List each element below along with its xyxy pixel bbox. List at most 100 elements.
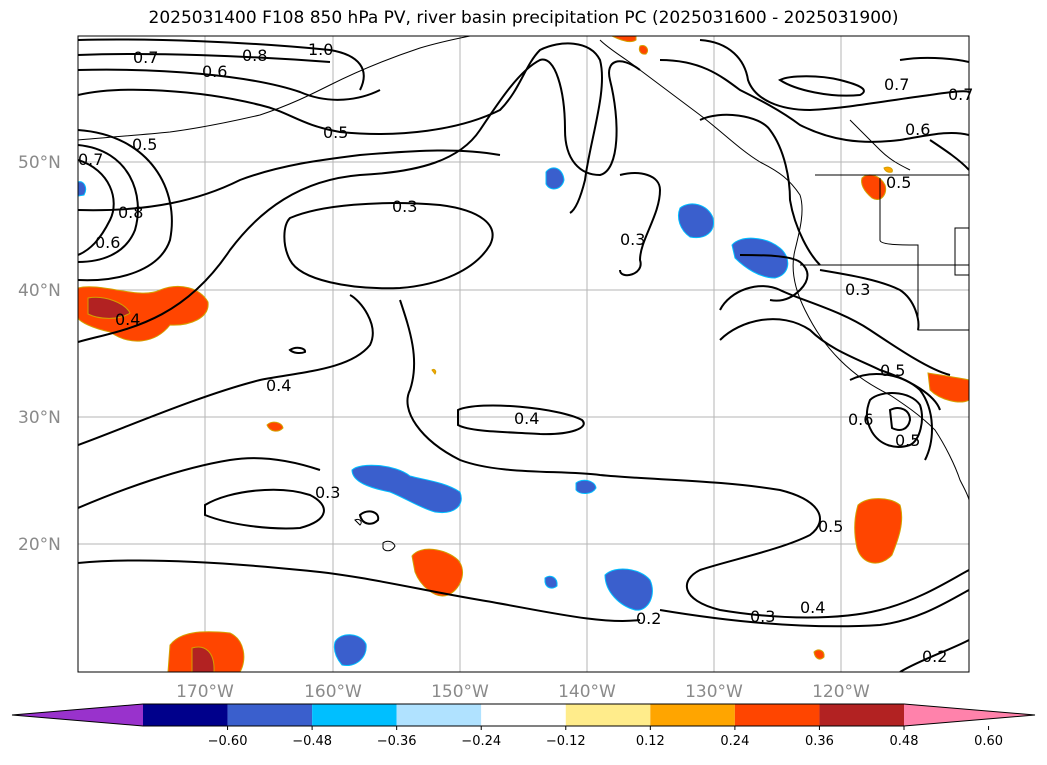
precip-patch <box>854 498 903 564</box>
colorbar-tick-label: 0.60 <box>974 734 1003 749</box>
contour-label: 0.5 <box>886 173 911 192</box>
contour-label: 0.6 <box>95 233 120 252</box>
contour-label: 0.3 <box>315 483 340 502</box>
precip-patch <box>333 634 367 667</box>
colorbar-bin <box>312 704 397 726</box>
pv-contour-line <box>699 39 969 112</box>
precip-patch <box>87 296 131 319</box>
contour-label: 0.2 <box>922 647 947 666</box>
contour-label: 0.3 <box>845 280 870 299</box>
contour-label: 0.7 <box>884 75 909 94</box>
pv-contour-line <box>78 129 173 282</box>
pv-contour-line <box>865 392 923 448</box>
pv-contour-line <box>778 75 865 97</box>
colorbar-bin <box>481 704 566 726</box>
contour-label: 0.4 <box>266 376 291 395</box>
contour-label: 0.6 <box>202 62 227 81</box>
coastline <box>354 519 362 526</box>
colorbar-tick-label: −0.12 <box>546 734 586 749</box>
pv-contour-line <box>78 42 604 214</box>
precip-patch <box>191 646 215 672</box>
map-title: 2025031400 F108 850 hPa PV, river basin … <box>148 8 899 28</box>
colorbar-tick-label: 0.36 <box>805 734 834 749</box>
pv-contour-line <box>849 373 933 461</box>
contour-label: 1.0 <box>308 40 333 59</box>
pv-contour-line <box>283 202 494 290</box>
colorbar-tick-label: −0.48 <box>292 734 332 749</box>
contour-label: 0.4 <box>115 310 140 329</box>
contour-label: 0.7 <box>133 48 158 67</box>
pv-contour-line <box>78 68 381 101</box>
pv-contour-line <box>78 38 365 91</box>
pv-contour-line <box>78 58 641 343</box>
pv-contour-line <box>819 269 920 331</box>
coastline <box>879 178 969 331</box>
precip-patch <box>604 568 653 611</box>
contour-label: 0.8 <box>242 46 267 65</box>
precip-patch <box>431 368 437 375</box>
pv-contour-line <box>659 589 969 628</box>
contour-label: 0.5 <box>880 361 905 380</box>
pv-contour-line <box>78 159 115 256</box>
pv-contour-line <box>899 56 969 63</box>
colorbar-bin <box>734 704 820 726</box>
contour-label: 0.5 <box>132 135 157 154</box>
lon-label: 130°W <box>685 682 743 702</box>
colorbar-extend-high <box>904 704 1035 726</box>
pv-contour-line <box>888 407 912 431</box>
precip-patch <box>78 181 87 197</box>
lat-label: 20°N <box>18 535 61 555</box>
contour-label: 0.5 <box>323 123 348 142</box>
contour-label: 0.5 <box>895 431 920 450</box>
contour-label: 0.5 <box>818 517 843 536</box>
precip-patch <box>575 479 597 494</box>
lat-label: 30°N <box>18 408 61 428</box>
contour-label: 0.8 <box>118 203 143 222</box>
contour-label: 0.6 <box>905 120 930 139</box>
lon-label: 140°W <box>558 682 616 702</box>
colorbar-tick-label: 0.48 <box>890 734 919 749</box>
lat-label: 40°N <box>18 281 61 301</box>
contour-label: 0.4 <box>800 598 825 617</box>
colorbar-bin <box>227 704 313 726</box>
contour-label: 0.3 <box>750 607 775 626</box>
colorbar-tick-label: −0.24 <box>461 734 501 749</box>
coastlines <box>78 36 969 552</box>
precip-patch <box>411 548 463 597</box>
precip-patch <box>813 649 825 660</box>
longitude-labels: 170°W 160°W 150°W 140°W 130°W 120°W <box>176 682 870 702</box>
pv-contours <box>78 38 969 672</box>
precip-patch <box>677 203 714 239</box>
colorbar-tick-label: 0.12 <box>636 734 665 749</box>
colorbar-bin <box>819 704 904 726</box>
lon-label: 150°W <box>431 682 489 702</box>
pv-contour-line <box>899 639 969 672</box>
pv-contour-line <box>288 346 306 355</box>
colorbar-bin <box>650 704 735 726</box>
colorbar-tick-label: −0.36 <box>377 734 417 749</box>
contour-label: 0.3 <box>620 230 645 249</box>
pv-contour-line <box>399 299 969 619</box>
contour-label: 0.3 <box>392 197 417 216</box>
pv-contour-line <box>358 510 380 525</box>
pv-contour-line <box>619 172 662 277</box>
precip-patch <box>638 45 649 55</box>
colorbar-tick-label: 0.24 <box>720 734 749 749</box>
pv-contour-line <box>929 139 969 171</box>
pv-contour-line <box>204 488 325 530</box>
contour-label: 0.6 <box>848 410 873 429</box>
precip-patch <box>266 421 284 432</box>
lat-label: 50°N <box>18 153 61 173</box>
contour-labels: 1.0 0.8 0.7 0.6 0.5 0.7 0.5 0.8 0.6 0.3 … <box>78 40 973 666</box>
map-border <box>77 35 970 673</box>
precip-patch <box>611 36 637 43</box>
colorbar: −0.60 −0.48 −0.36 −0.24 −0.12 0.12 0.24 0.36 0.4… <box>11 703 1036 749</box>
precip-patch <box>731 237 789 279</box>
precip-negative-patches <box>78 167 789 667</box>
colorbar-outline <box>11 703 1036 727</box>
precip-patch <box>544 575 558 589</box>
contour-label: 0.4 <box>514 409 539 428</box>
pv-contour-line <box>659 59 969 143</box>
latitude-labels: 50°N 40°N 30°N 20°N <box>18 153 61 555</box>
